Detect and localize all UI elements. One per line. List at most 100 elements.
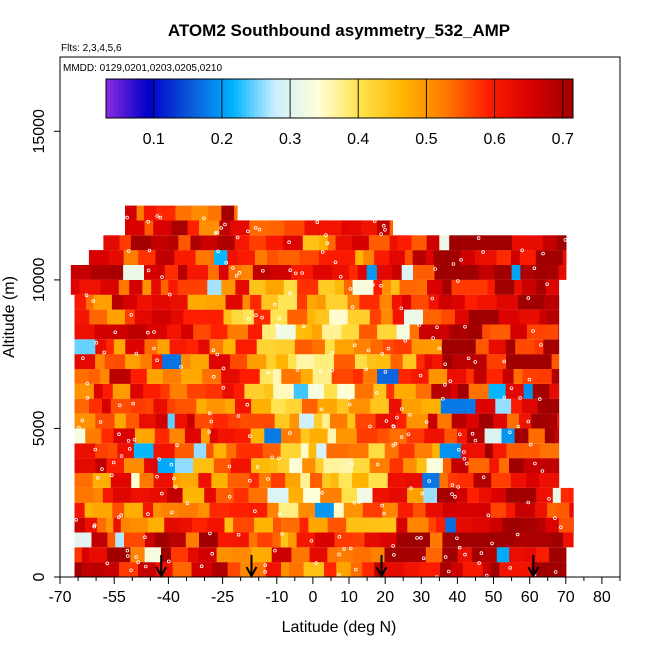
- heatmap-cell: [392, 309, 405, 325]
- heatmap-cell: [113, 339, 126, 355]
- heatmap-cell: [505, 339, 516, 355]
- heatmap-cell: [297, 279, 319, 295]
- sample-point: [337, 534, 342, 539]
- heatmap-cell: [498, 458, 510, 473]
- heatmap-cell: [368, 473, 389, 488]
- sample-point: [134, 555, 139, 559]
- heatmap-cell: [274, 413, 291, 429]
- heatmap-cell: [451, 413, 467, 429]
- colorbar-swatch: [195, 79, 200, 118]
- heatmap-cell: [301, 443, 310, 459]
- heatmap-cell: [457, 383, 470, 399]
- heatmap-cell: [273, 383, 295, 399]
- colorbar-swatch: [246, 79, 251, 118]
- colorbar-swatch: [288, 79, 294, 118]
- heatmap-cell: [230, 220, 250, 236]
- heatmap-cell: [389, 250, 406, 265]
- x-tick-label: -40: [157, 589, 180, 606]
- heatmap-cell: [396, 532, 417, 548]
- heatmap-cell: [227, 413, 241, 429]
- heatmap-cell: [128, 324, 138, 340]
- heatmap-cell: [252, 265, 272, 280]
- sample-point: [337, 572, 341, 577]
- heatmap-cell: [109, 265, 124, 280]
- heatmap-cell: [207, 517, 226, 533]
- sample-point: [470, 431, 475, 436]
- colorbar-swatch: [265, 79, 270, 118]
- colorbar-swatch: [351, 79, 356, 118]
- sample-point: [350, 461, 355, 466]
- heatmap-cell: [449, 324, 462, 340]
- sample-point: [263, 563, 268, 567]
- heatmap-cell: [275, 324, 297, 340]
- sample-point: [300, 271, 305, 275]
- heatmap-cell: [272, 369, 282, 384]
- colorbar-tick-label: 0.7: [552, 131, 574, 148]
- sample-point: [430, 296, 435, 301]
- sample-point: [424, 420, 429, 424]
- heatmap-cell: [456, 428, 468, 444]
- heatmap-cell: [327, 517, 347, 533]
- heatmap-cell: [355, 309, 371, 325]
- heatmap-cell: [474, 250, 498, 265]
- sample-point: [320, 250, 325, 254]
- heatmap-cell: [92, 502, 113, 518]
- heatmap-cell: [112, 487, 132, 503]
- heatmap-cell: [521, 517, 538, 533]
- heatmap-cell: [254, 517, 274, 533]
- heatmap-cell: [491, 473, 512, 488]
- heatmap-cell: [413, 265, 436, 280]
- heatmap-cell: [467, 235, 490, 251]
- heatmap-cell: [162, 354, 182, 369]
- heatmap-cell: [543, 339, 560, 355]
- heatmap-cell: [341, 487, 358, 503]
- heatmap-cell: [280, 532, 289, 548]
- heatmap-cell: [377, 324, 398, 340]
- heatmap-cell: [277, 458, 290, 473]
- heatmap-cell: [197, 502, 210, 518]
- heatmap-cell: [322, 473, 332, 488]
- heatmap-cell: [74, 487, 95, 503]
- x-tick-label: 0: [308, 589, 317, 606]
- colorbar-tick-label: 0.5: [415, 131, 437, 148]
- heatmap-cell: [478, 354, 488, 369]
- heatmap-cell: [536, 487, 554, 503]
- sample-point: [167, 559, 171, 564]
- heatmap-cell: [327, 547, 339, 563]
- sample-point: [113, 330, 117, 335]
- sample-point: [287, 240, 291, 245]
- heatmap-cell: [445, 517, 457, 533]
- heatmap-cell: [356, 428, 378, 444]
- heatmap-cell: [187, 413, 196, 429]
- heatmap-cell: [542, 235, 558, 251]
- colorbar-swatch: [253, 79, 259, 118]
- colorbar-swatch: [125, 79, 130, 118]
- heatmap-cell: [315, 309, 330, 325]
- sample-point: [179, 364, 183, 369]
- heatmap-cell: [419, 324, 441, 340]
- heatmap-cell: [401, 265, 414, 280]
- heatmap-cell: [155, 413, 169, 429]
- colorbar-tick-label: 0.2: [211, 131, 233, 148]
- heatmap-cell: [474, 502, 492, 518]
- sample-point: [144, 564, 148, 569]
- colorbar-swatch: [545, 79, 551, 118]
- heatmap-cell: [254, 250, 268, 265]
- sample-point: [435, 325, 439, 330]
- sample-point: [520, 248, 524, 253]
- heatmap-cell: [511, 265, 521, 280]
- heatmap-cell: [485, 443, 494, 459]
- heatmap-cell: [92, 473, 112, 488]
- heatmap-cell: [281, 428, 302, 444]
- heatmap-cell: [536, 279, 547, 295]
- heatmap-cell: [493, 413, 508, 429]
- heatmap-cell: [174, 413, 188, 429]
- heatmap-cell: [450, 562, 464, 577]
- colorbar-tick-label: 0.1: [143, 131, 165, 148]
- heatmap-cell: [514, 532, 533, 548]
- heatmap-cell: [229, 502, 250, 518]
- heatmap-cell: [324, 562, 337, 577]
- heatmap-cell: [466, 369, 475, 384]
- sample-point: [80, 418, 85, 423]
- colorbar-swatch: [479, 79, 484, 118]
